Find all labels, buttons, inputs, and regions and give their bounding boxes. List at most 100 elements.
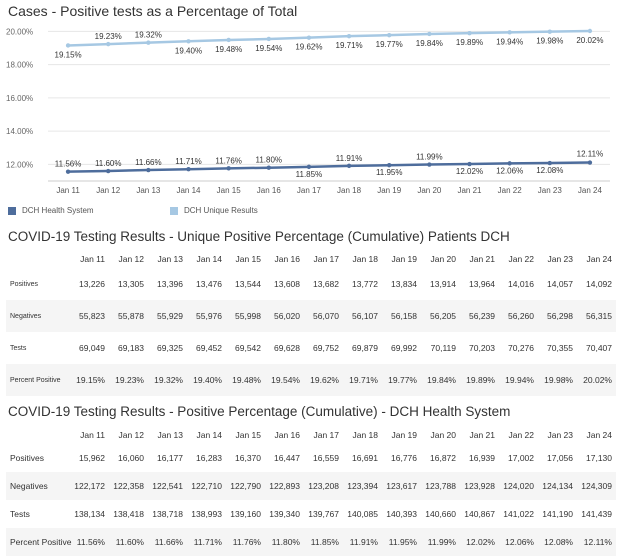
x-tick-label: Jan 20 [417, 186, 442, 195]
data-label: 11.95% [376, 168, 403, 177]
data-point [387, 163, 392, 168]
table-cell: 56,205 [421, 300, 460, 332]
table-cell: 11.60% [109, 528, 148, 556]
table-cell: 16,776 [391, 453, 417, 463]
table-cell: 19.54% [265, 364, 304, 396]
table-cell: 16,559 [313, 453, 339, 463]
data-point [427, 31, 432, 37]
table-cell: 11.56% [70, 528, 109, 556]
table-cell: 122,172 [70, 472, 109, 500]
data-label: 11.66% [135, 158, 162, 167]
y-tick-label: 20.00% [6, 27, 33, 36]
health-system-table: Jan 11 Jan 12 Jan 13 Jan 14 Jan 15 Jan 16 Jan … [6, 426, 616, 556]
table-cell: 12.02% [460, 528, 499, 556]
column-header: Jan 17 [313, 430, 339, 440]
y-tick-label: 12.00% [6, 160, 33, 169]
data-label: 19.15% [55, 50, 82, 59]
table-cell: 123,208 [304, 472, 343, 500]
table-row: Tests 69,049 69,183 69,325 69,452 69,542 69,62… [6, 332, 616, 364]
data-label: 20.02% [576, 36, 603, 45]
table-cell: 55,823 [70, 300, 109, 332]
column-header: Jan 23 [547, 430, 573, 440]
table-cell: 140,085 [347, 509, 378, 519]
data-point [427, 162, 432, 167]
table-cell: 16,872 [430, 453, 456, 463]
legend-item-dch-unique-results[interactable]: DCH Unique Results [170, 206, 258, 215]
data-label: 19.71% [336, 41, 363, 50]
table-cell: 140,867 [464, 509, 495, 519]
column-header: Jan 16 [274, 430, 300, 440]
data-label: 11.91% [336, 154, 363, 163]
table-row: Positives 13,226 13,305 13,396 13,476 13,544 1… [6, 268, 616, 300]
table-cell: 56,298 [538, 300, 577, 332]
table-cell: 56,158 [382, 300, 421, 332]
table1-title: COVID-19 Testing Results - Unique Positi… [8, 229, 510, 244]
column-header: Jan 19 [391, 254, 417, 264]
table-row: Negatives 122,172 122,358 122,541 122,710 122… [6, 472, 616, 500]
row-label: Percent Positive [6, 528, 71, 556]
table-cell: 70,276 [508, 343, 534, 353]
x-tick-label: Jan 22 [498, 186, 523, 195]
table-cell: 16,447 [274, 453, 300, 463]
table-cell: 140,393 [386, 509, 417, 519]
table-cell: 122,710 [187, 472, 226, 500]
data-point [306, 164, 312, 170]
table-cell: 19.15% [70, 364, 109, 396]
series-line-dch-unique-results [68, 29, 590, 47]
table-cell: 139,767 [308, 509, 339, 519]
x-tick-label: Jan 15 [217, 186, 242, 195]
column-header: Jan 24 [586, 254, 612, 264]
unique-positive-table: Jan 11 Jan 12 Jan 13 Jan 14 Jan 15 Jan 16 Jan … [6, 250, 616, 396]
column-header: Jan 17 [313, 254, 339, 264]
x-tick-label: Jan 24 [578, 186, 603, 195]
y-tick-label: 18.00% [6, 61, 33, 70]
column-header: Jan 14 [196, 430, 222, 440]
table-cell: 139,160 [230, 509, 261, 519]
column-header: Jan 20 [430, 254, 456, 264]
table-cell: 138,418 [113, 509, 144, 519]
table-cell: 12.06% [499, 528, 538, 556]
column-header: Jan 22 [508, 254, 534, 264]
column-header: Jan 11 [80, 430, 105, 440]
table-cell: 16,939 [469, 453, 495, 463]
data-label: 11.80% [256, 156, 283, 165]
table-cell: 19.48% [226, 364, 265, 396]
chart-title: Cases - Positive tests as a Percentage o… [8, 3, 298, 19]
table-cell: 69,325 [157, 343, 183, 353]
table-cell: 69,542 [235, 343, 261, 353]
table-cell: 69,452 [196, 343, 222, 353]
data-label: 12.06% [496, 166, 523, 175]
table-cell: 12.08% [538, 528, 577, 556]
data-point [547, 29, 552, 34]
data-point [186, 39, 191, 44]
x-tick-label: Jan 13 [136, 186, 161, 195]
data-point [587, 28, 593, 34]
legend-item-dch-health-system[interactable]: DCH Health System [8, 206, 94, 215]
series-line-dch-health-system [68, 161, 590, 173]
table-cell: 124,020 [499, 472, 538, 500]
data-point [65, 43, 71, 48]
table-cell: 124,134 [538, 472, 577, 500]
table-cell: 55,998 [226, 300, 265, 332]
data-label: 12.11% [577, 150, 604, 159]
table-cell: 13,396 [157, 279, 183, 289]
data-point [467, 161, 472, 167]
table-row: Positives 15,962 16,060 16,177 16,283 16,370 1… [6, 444, 616, 472]
column-header: Jan 12 [118, 430, 144, 440]
x-tick-label: Jan 11 [56, 186, 80, 195]
row-label: Tests [10, 344, 27, 352]
table-cell: 69,752 [313, 343, 339, 353]
table-cell: 55,929 [148, 300, 187, 332]
data-point [507, 30, 512, 35]
column-header: Jan 13 [157, 430, 183, 440]
data-point [507, 161, 512, 166]
table-cell: 13,305 [118, 279, 144, 289]
table-cell: 16,691 [352, 453, 378, 463]
table-cell: 19.84% [421, 364, 460, 396]
column-header: Jan 23 [547, 254, 573, 264]
table-cell: 141,022 [503, 509, 534, 519]
y-tick-label: 16.00% [6, 94, 33, 103]
table-header-row: Jan 11 Jan 12 Jan 13 Jan 14 Jan 15 Jan 16 Jan … [6, 426, 616, 444]
legend-label: DCH Health System [22, 206, 94, 215]
x-tick-label: Jan 21 [457, 186, 482, 195]
